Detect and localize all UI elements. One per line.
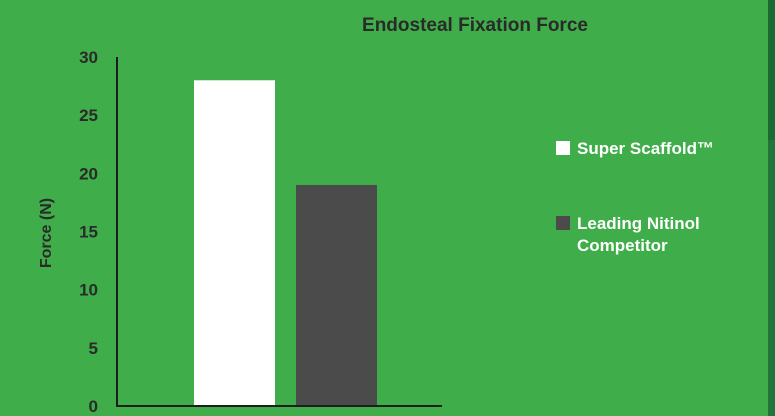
y-tick-label: 5: [89, 339, 98, 358]
bar-super-scaffold: [194, 80, 275, 407]
right-edge-strip-dark: [768, 0, 775, 140]
y-tick-label: 25: [79, 106, 98, 125]
y-tick-label: 0: [89, 397, 98, 416]
y-tick-label: 30: [79, 48, 98, 67]
y-tick-label: 15: [79, 223, 98, 242]
chart-title: Endosteal Fixation Force: [362, 15, 588, 36]
y-axis-ticks: 0 5 10 15 20 25 30: [79, 48, 98, 416]
legend-label-leading-nitinol-competitor: Leading Nitinol Competitor: [577, 214, 700, 255]
bar-leading-nitinol-competitor: [296, 184, 377, 406]
legend-swatch-leading-nitinol-competitor: [556, 216, 570, 230]
legend-item-leading-nitinol-competitor: Leading Nitinol Competitor: [556, 213, 747, 257]
legend-label-super-scaffold: Super Scaffold™: [577, 139, 714, 158]
y-axis-label: Force (N): [38, 198, 55, 268]
y-tick-label: 10: [79, 281, 98, 300]
right-edge-strip: [768, 0, 775, 416]
legend-item-super-scaffold: Super Scaffold™: [556, 138, 747, 160]
legend-swatch-super-scaffold: [556, 141, 570, 155]
bars: [194, 80, 377, 407]
y-tick-label: 20: [79, 164, 98, 183]
